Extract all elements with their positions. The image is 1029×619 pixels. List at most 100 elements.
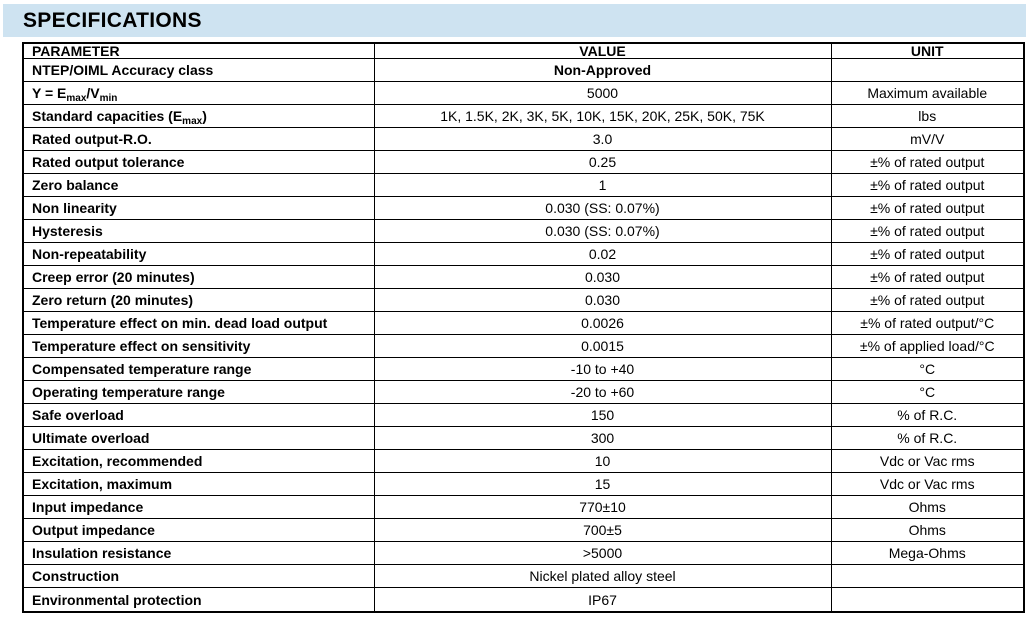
parameter-cell: Insulation resistance [22,541,375,566]
parameter-cell: Zero balance [22,173,375,198]
parameter-cell: Y = Emax/Vmin [22,81,375,106]
value-cell: 300 [373,426,832,451]
table-row: Input impedance 770±10 Ohms [22,495,1025,520]
table-row: Y = Emax/Vmin 5000 Maximum available [22,81,1025,106]
unit-cell: mV/V [830,127,1025,152]
unit-cell: % of R.C. [830,403,1025,428]
parameter-cell: Excitation, maximum [22,472,375,497]
column-header-value: VALUE [373,42,832,59]
value-cell: 10 [373,449,832,474]
value-cell: 700±5 [373,518,832,543]
table-row: Zero balance 1 ±% of rated output [22,173,1025,198]
table-row: Operating temperature range -20 to +60 °C [22,380,1025,405]
table-row: Output impedance 700±5 Ohms [22,518,1025,543]
parameter-cell: Compensated temperature range [22,357,375,382]
parameter-cell: NTEP/OIML Accuracy class [22,57,375,83]
table-row: Non-repeatability 0.02 ±% of rated output [22,242,1025,267]
value-cell: 0.030 [373,265,832,290]
parameter-cell: Rated output-R.O. [22,127,375,152]
value-cell: 0.0026 [373,311,832,336]
table-row: Temperature effect on sensitivity 0.0015 ±… [22,334,1025,359]
unit-cell: Maximum available [830,81,1025,106]
unit-cell: Ohms [830,518,1025,543]
table-header-row: PARAMETER VALUE UNIT [22,42,1025,59]
value-cell: 1 [373,173,832,198]
parameter-cell: Temperature effect on sensitivity [22,334,375,359]
table-row: Standard capacities (Emax) 1K, 1.5K, 2K, … [22,104,1025,129]
parameter-cell: Rated output tolerance [22,150,375,175]
value-cell: 0.0015 [373,334,832,359]
value-cell: 770±10 [373,495,832,520]
value-cell: 150 [373,403,832,428]
column-header-parameter: PARAMETER [22,42,375,59]
table-row: Construction Nickel plated alloy steel [22,564,1025,589]
unit-cell: ±% of applied load/°C [830,334,1025,359]
table-row: Hysteresis 0.030 (SS: 0.07%) ±% of rated o… [22,219,1025,244]
value-cell: 5000 [373,81,832,106]
unit-cell [830,57,1025,83]
table-row: Non linearity 0.030 (SS: 0.07%) ±% of rate… [22,196,1025,221]
column-header-unit: UNIT [830,42,1025,59]
table-row: Safe overload 150% of R.C. [22,403,1025,428]
table-row: Excitation, maximum 15 Vdc or Vac rms [22,472,1025,497]
table-row: Insulation resistance >5000 Mega-Ohms [22,541,1025,566]
value-cell: Non-Approved [373,57,832,83]
unit-cell: Ohms [830,495,1025,520]
unit-cell: °C [830,357,1025,382]
value-cell: 0.25 [373,150,832,175]
value-cell: 1K, 1.5K, 2K, 3K, 5K, 10K, 15K, 20K, 25K… [373,104,832,129]
unit-cell: ±% of rated output [830,173,1025,198]
unit-cell: Vdc or Vac rms [830,472,1025,497]
parameter-cell: Creep error (20 minutes) [22,265,375,290]
value-cell: Nickel plated alloy steel [373,564,832,589]
table-row: Excitation, recommended 10 Vdc or Vac rms [22,449,1025,474]
table-row: Ultimate overload 300% of R.C. [22,426,1025,451]
table-row: Rated output tolerance 0.25 ±% of rated ou… [22,150,1025,175]
unit-cell: ±% of rated output [830,150,1025,175]
unit-cell: Vdc or Vac rms [830,449,1025,474]
value-cell: -10 to +40 [373,357,832,382]
section-title: SPECIFICATIONS [23,8,202,32]
parameter-cell: Non-repeatability [22,242,375,267]
table-row: NTEP/OIML Accuracy class Non-Approved [22,57,1025,83]
parameter-cell: Safe overload [22,403,375,428]
table-row: Compensated temperature range -10 to +40 °… [22,357,1025,382]
unit-cell: ±% of rated output [830,265,1025,290]
table-row: Rated output-R.O. 3.0 mV/V [22,127,1025,152]
value-cell: 0.030 (SS: 0.07%) [373,219,832,244]
unit-cell: ±% of rated output [830,219,1025,244]
unit-cell: ±% of rated output [830,196,1025,221]
table-body: NTEP/OIML Accuracy class Non-Approved Y = … [22,57,1025,613]
parameter-cell: Input impedance [22,495,375,520]
value-cell: 3.0 [373,127,832,152]
value-cell: IP67 [373,587,832,613]
value-cell: 0.030 [373,288,832,313]
value-cell: 0.030 (SS: 0.07%) [373,196,832,221]
parameter-cell: Non linearity [22,196,375,221]
value-cell: 0.02 [373,242,832,267]
parameter-cell: Standard capacities (Emax) [22,104,375,129]
unit-cell: Mega-Ohms [830,541,1025,566]
parameter-cell: Temperature effect on min. dead load out… [22,311,375,336]
parameter-cell: Ultimate overload [22,426,375,451]
table-row: Temperature effect on min. dead load out… [22,311,1025,336]
unit-cell: ±% of rated output/°C [830,311,1025,336]
parameter-cell: Operating temperature range [22,380,375,405]
table-row: Zero return (20 minutes) 0.030 ±% of rated… [22,288,1025,313]
unit-cell: ±% of rated output [830,242,1025,267]
unit-cell: °C [830,380,1025,405]
parameter-cell: Output impedance [22,518,375,543]
section-header: SPECIFICATIONS [3,4,1026,37]
unit-cell: lbs [830,104,1025,129]
value-cell: -20 to +60 [373,380,832,405]
parameter-cell: Zero return (20 minutes) [22,288,375,313]
specifications-table: PARAMETER VALUE UNIT NTEP/OIML Accuracy … [22,42,1025,613]
parameter-cell: Hysteresis [22,219,375,244]
unit-cell [830,587,1025,613]
unit-cell: ±% of rated output [830,288,1025,313]
value-cell: 15 [373,472,832,497]
unit-cell: % of R.C. [830,426,1025,451]
unit-cell [830,564,1025,589]
parameter-cell: Excitation, recommended [22,449,375,474]
parameter-cell: Construction [22,564,375,589]
